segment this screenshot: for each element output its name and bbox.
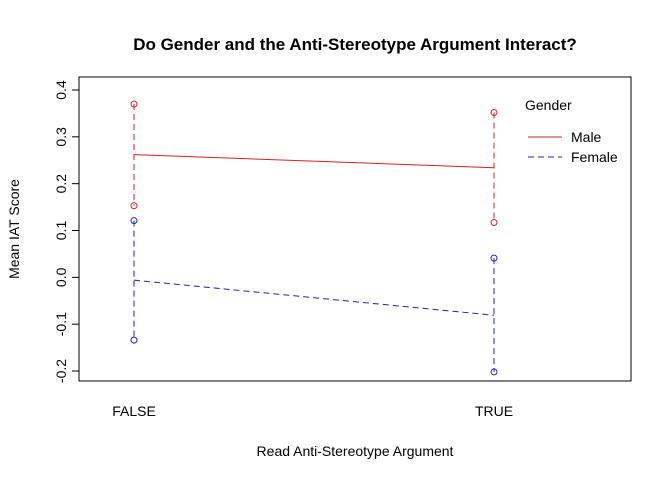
series-layer [130, 100, 498, 376]
legend-title: Gender [525, 97, 572, 113]
y-tick-label: -0.1 [53, 312, 69, 336]
error-bar-lower-point [490, 219, 498, 227]
error-bar-upper-point [130, 217, 138, 225]
error-bar-lower-point [130, 202, 138, 210]
series-line [133, 279, 495, 316]
y-tick-label: 0.2 [53, 174, 69, 194]
y-axis-title: Mean IAT Score [6, 179, 22, 279]
error-bar-upper-point [490, 254, 498, 262]
error-bar-lower-point [490, 368, 498, 376]
x-tick-label: FALSE [112, 403, 156, 419]
y-tick-label: 0.3 [53, 127, 69, 147]
series-line [133, 154, 495, 169]
legend: Gender Male Female [525, 97, 618, 165]
series-female [130, 217, 498, 376]
y-tick-label: 0.0 [53, 267, 69, 287]
x-axis-title: Read Anti-Stereotype Argument [257, 443, 454, 459]
y-tick-label: 0.4 [53, 80, 69, 100]
chart-title: Do Gender and the Anti-Stereotype Argume… [133, 35, 577, 54]
error-bar-upper-point [130, 100, 138, 108]
legend-label: Female [571, 149, 618, 165]
legend-label: Male [571, 129, 602, 145]
x-axis-labels: FALSE TRUE [112, 403, 513, 419]
y-axis-ticks: -0.2 -0.1 0.0 0.1 0.2 0.3 0.4 [53, 80, 79, 383]
y-tick-label: -0.2 [53, 359, 69, 383]
plot-frame [78, 76, 632, 382]
error-bar-upper-point [490, 108, 498, 116]
error-bar-lower-point [130, 336, 138, 344]
y-tick-label: 0.1 [53, 221, 69, 241]
x-tick-label: TRUE [475, 403, 513, 419]
series-male [130, 100, 498, 227]
